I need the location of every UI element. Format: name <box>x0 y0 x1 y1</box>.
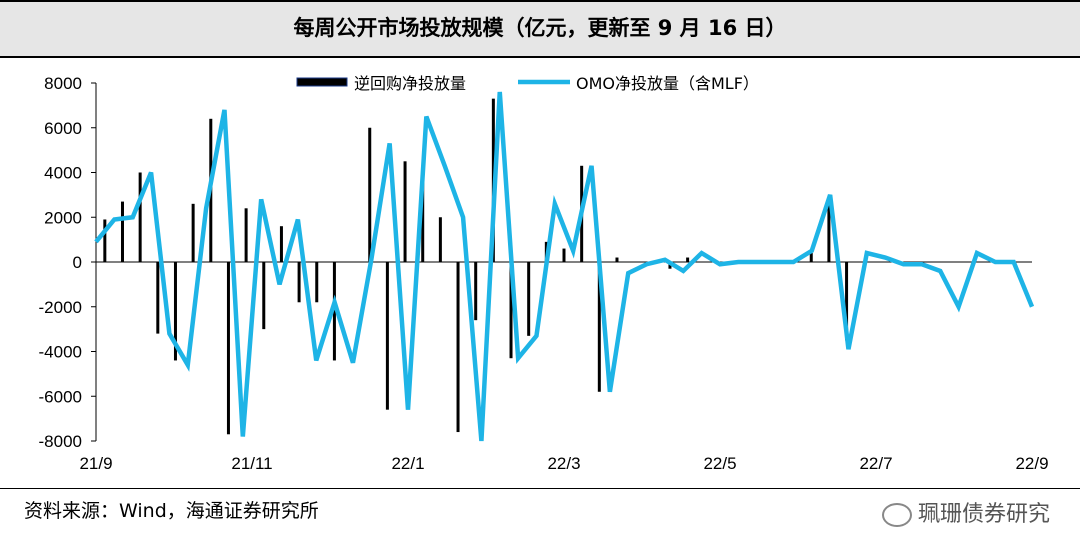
y-tick-label: -6000 <box>39 387 82 406</box>
legend-line-label: OMO净投放量（含MLF） <box>576 74 759 93</box>
y-tick-label: 8000 <box>44 74 82 93</box>
line-series <box>94 91 1035 442</box>
bar <box>527 262 531 336</box>
x-tick-label: 22/9 <box>1015 454 1048 473</box>
bar <box>120 201 124 262</box>
bar <box>421 179 425 262</box>
bar <box>103 219 107 262</box>
bar <box>597 262 601 392</box>
bar <box>156 262 160 334</box>
bar <box>138 172 142 262</box>
bottom-rule <box>0 488 1080 489</box>
x-tick-label: 22/7 <box>859 454 892 473</box>
y-tick-label: 6000 <box>44 119 82 138</box>
y-tick-label: 0 <box>73 253 82 272</box>
source-note: 资料来源：Wind，海通证券研究所 <box>24 500 319 522</box>
bar <box>474 262 478 321</box>
wechat-icon <box>881 503 912 527</box>
watermark: 珮珊债券研究 <box>881 496 1050 528</box>
bar <box>686 257 690 262</box>
bar <box>368 127 372 262</box>
x-tick-label: 21/9 <box>79 454 112 473</box>
legend-bar-swatch <box>296 77 348 87</box>
bar <box>385 262 389 410</box>
bar <box>244 208 248 262</box>
bar <box>226 262 230 435</box>
bar <box>827 199 831 262</box>
legend: 逆回购净投放量 OMO净投放量（含MLF） <box>296 74 759 93</box>
bar <box>456 262 460 433</box>
x-tick-label: 21/11 <box>231 454 272 473</box>
bar <box>509 262 513 359</box>
chart-title: 每周公开市场投放规模（亿元，更新至 9 月 16 日） <box>293 16 787 40</box>
y-tick-label: 4000 <box>44 164 82 183</box>
bar <box>279 226 283 262</box>
bar <box>438 217 442 262</box>
bar <box>173 262 177 361</box>
bar <box>845 262 849 341</box>
y-tick-label: -2000 <box>39 298 82 317</box>
x-tick-label: 22/3 <box>547 454 580 473</box>
bar <box>297 262 301 303</box>
bar <box>332 262 336 361</box>
axes: 8000 6000 4000 2000 0 -2000 -4000 -6000 -8000 21/… <box>39 74 1049 473</box>
x-tick-label: 22/1 <box>391 454 424 473</box>
title-bar <box>0 0 1080 58</box>
bar-series <box>103 98 849 435</box>
bar <box>615 257 619 262</box>
y-tick-label: 2000 <box>44 208 82 227</box>
chart-area: 8000 6000 4000 2000 0 -2000 -4000 -6000 -8000 21/… <box>39 74 1049 473</box>
omo-line <box>94 91 1035 442</box>
bar <box>315 262 319 303</box>
legend-bar-label: 逆回购净投放量 <box>354 74 466 93</box>
bar <box>562 248 566 262</box>
bar <box>262 262 266 330</box>
bar <box>809 253 813 262</box>
watermark-text: 珮珊债券研究 <box>917 502 1050 527</box>
bar <box>403 161 407 262</box>
y-tick-label: -4000 <box>39 343 82 362</box>
bar <box>191 203 195 262</box>
y-tick-label: -8000 <box>39 432 82 451</box>
x-tick-label: 22/5 <box>703 454 736 473</box>
